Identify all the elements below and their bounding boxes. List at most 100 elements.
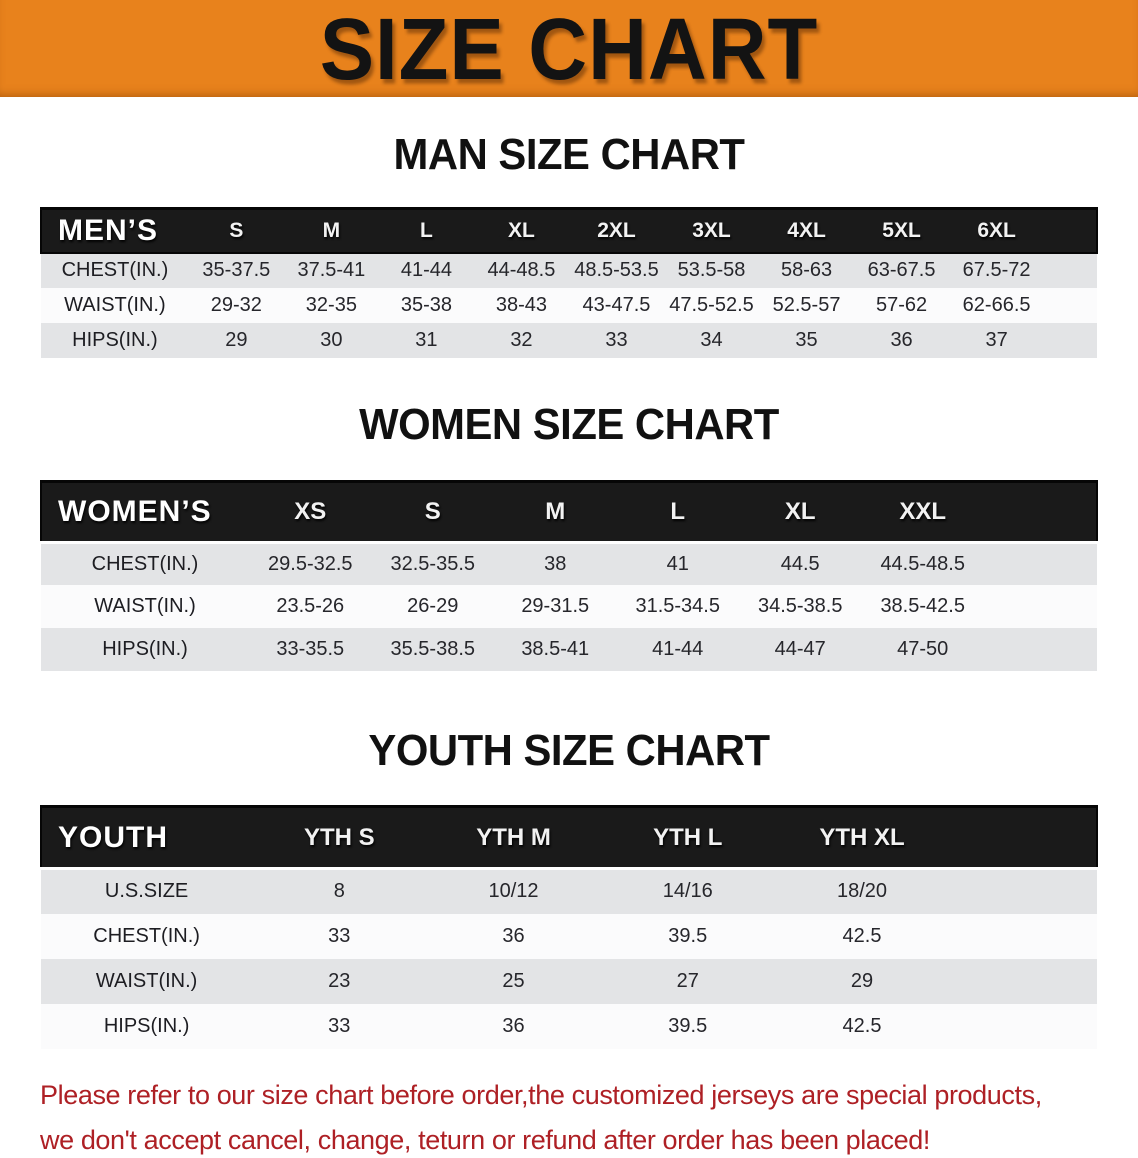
- cell-value: 41-44: [616, 628, 738, 671]
- cell-value: 37: [949, 323, 1044, 358]
- cell-value: 30: [284, 323, 379, 358]
- cell-value: 34: [664, 323, 759, 358]
- row-label: WAIST(IN.): [41, 288, 189, 323]
- size-header-cell: YTH M: [426, 807, 600, 869]
- cell-value: 31: [379, 323, 474, 358]
- cell-value: 38.5-42.5: [861, 585, 983, 628]
- size-header-cell: YTH XL: [775, 807, 949, 869]
- cell-value: 36: [426, 914, 600, 959]
- disclaimer-line-2: we don't accept cancel, change, teturn o…: [40, 1124, 1118, 1158]
- size-header-cell: 4XL: [759, 209, 854, 253]
- size-header-cell: S: [189, 209, 284, 253]
- cell-value: 52.5-57: [759, 288, 854, 323]
- cell-value: 35: [759, 323, 854, 358]
- cell-value: 23.5-26: [249, 585, 371, 628]
- cell-value: 33: [252, 914, 426, 959]
- cell-value: 33: [252, 1004, 426, 1049]
- men-corner-label: MEN’S: [41, 209, 189, 253]
- cell-value: 10/12: [426, 869, 600, 914]
- cell-value: 47-50: [861, 628, 983, 671]
- row-label: CHEST(IN.): [41, 253, 189, 288]
- page-title: SIZE CHART: [320, 5, 819, 92]
- size-header-cell: M: [494, 481, 616, 542]
- spacer-cell: [984, 628, 1097, 671]
- cell-value: 39.5: [601, 1004, 775, 1049]
- row-label: U.S.SIZE: [41, 869, 252, 914]
- youth-corner-label: YOUTH: [41, 807, 252, 869]
- cell-value: 18/20: [775, 869, 949, 914]
- table-row: WAIST(IN.) 23.5-26 26-29 29-31.5 31.5-34…: [41, 585, 1097, 628]
- cell-value: 26-29: [372, 585, 494, 628]
- disclaimer: Please refer to our size chart before or…: [40, 1079, 1118, 1158]
- men-size-table: MEN’S S M L XL 2XL 3XL 4XL 5XL 6XL CHEST…: [40, 207, 1098, 358]
- size-header-cell: 3XL: [664, 209, 759, 253]
- cell-value: 47.5-52.5: [664, 288, 759, 323]
- cell-value: 23: [252, 959, 426, 1004]
- size-header-cell: XL: [474, 209, 569, 253]
- cell-value: 32.5-35.5: [372, 542, 494, 585]
- spacer-cell: [949, 914, 1097, 959]
- cell-value: 8: [252, 869, 426, 914]
- cell-value: 33-35.5: [249, 628, 371, 671]
- size-header-cell: M: [284, 209, 379, 253]
- size-header-cell: 5XL: [854, 209, 949, 253]
- cell-value: 44.5: [739, 542, 861, 585]
- row-label: CHEST(IN.): [41, 914, 252, 959]
- table-row: CHEST(IN.) 29.5-32.5 32.5-35.5 38 41 44.…: [41, 542, 1097, 585]
- cell-value: 57-62: [854, 288, 949, 323]
- women-corner-label: WOMEN’S: [41, 481, 249, 542]
- cell-value: 42.5: [775, 1004, 949, 1049]
- table-row: U.S.SIZE 8 10/12 14/16 18/20: [41, 869, 1097, 914]
- cell-value: 32-35: [284, 288, 379, 323]
- youth-section: YOUTH SIZE CHART YOUTH YTH S YTH M YTH L…: [0, 726, 1138, 1049]
- row-label: WAIST(IN.): [41, 959, 252, 1004]
- cell-value: 34.5-38.5: [739, 585, 861, 628]
- cell-value: 38.5-41: [494, 628, 616, 671]
- size-header-cell: XL: [739, 481, 861, 542]
- cell-value: 39.5: [601, 914, 775, 959]
- cell-value: 32: [474, 323, 569, 358]
- spacer-cell: [984, 542, 1097, 585]
- table-row: WAIST(IN.) 23 25 27 29: [41, 959, 1097, 1004]
- size-header-cell: YTH L: [601, 807, 775, 869]
- spacer-cell: [984, 481, 1097, 542]
- table-row: HIPS(IN.) 33 36 39.5 42.5: [41, 1004, 1097, 1049]
- cell-value: 67.5-72: [949, 253, 1044, 288]
- spacer-cell: [984, 585, 1097, 628]
- size-header-cell: L: [616, 481, 738, 542]
- spacer-cell: [1044, 253, 1097, 288]
- cell-value: 42.5: [775, 914, 949, 959]
- cell-value: 63-67.5: [854, 253, 949, 288]
- men-heading: MAN SIZE CHART: [28, 130, 1109, 180]
- row-label: HIPS(IN.): [41, 1004, 252, 1049]
- spacer-cell: [949, 959, 1097, 1004]
- size-header-cell: 6XL: [949, 209, 1044, 253]
- cell-value: 44.5-48.5: [861, 542, 983, 585]
- cell-value: 31.5-34.5: [616, 585, 738, 628]
- cell-value: 58-63: [759, 253, 854, 288]
- youth-size-table: YOUTH YTH S YTH M YTH L YTH XL U.S.SIZE …: [40, 805, 1098, 1049]
- size-header-cell: XXL: [861, 481, 983, 542]
- cell-value: 29: [775, 959, 949, 1004]
- youth-heading: YOUTH SIZE CHART: [28, 726, 1109, 776]
- table-row: HIPS(IN.) 29 30 31 32 33 34 35 36 37: [41, 323, 1097, 358]
- cell-value: 43-47.5: [569, 288, 664, 323]
- women-header-row: WOMEN’S XS S M L XL XXL: [41, 481, 1097, 542]
- table-row: CHEST(IN.) 35-37.5 37.5-41 41-44 44-48.5…: [41, 253, 1097, 288]
- row-label: WAIST(IN.): [41, 585, 249, 628]
- cell-value: 41-44: [379, 253, 474, 288]
- spacer-cell: [1044, 209, 1097, 253]
- cell-value: 48.5-53.5: [569, 253, 664, 288]
- table-row: WAIST(IN.) 29-32 32-35 35-38 38-43 43-47…: [41, 288, 1097, 323]
- size-header-cell: S: [372, 481, 494, 542]
- size-header-cell: 2XL: [569, 209, 664, 253]
- cell-value: 29.5-32.5: [249, 542, 371, 585]
- cell-value: 35-38: [379, 288, 474, 323]
- cell-value: 36: [854, 323, 949, 358]
- cell-value: 27: [601, 959, 775, 1004]
- spacer-cell: [949, 869, 1097, 914]
- size-header-cell: XS: [249, 481, 371, 542]
- youth-header-row: YOUTH YTH S YTH M YTH L YTH XL: [41, 807, 1097, 869]
- size-header-cell: YTH S: [252, 807, 426, 869]
